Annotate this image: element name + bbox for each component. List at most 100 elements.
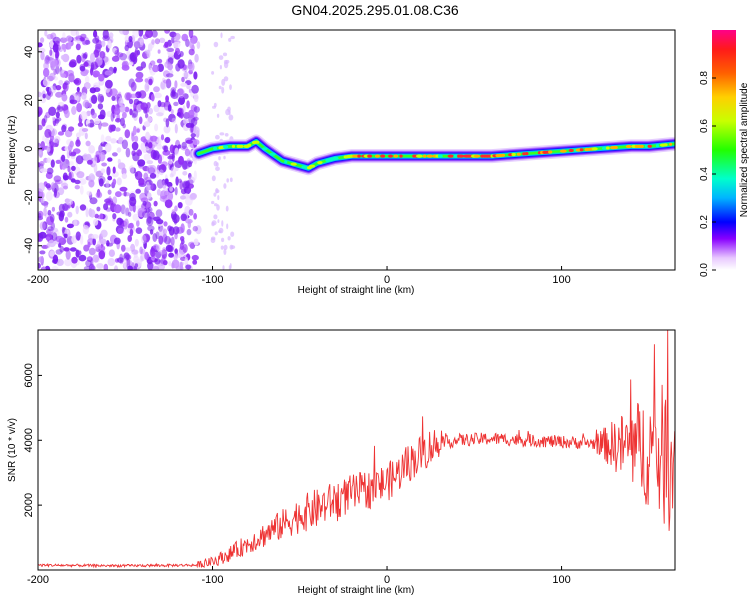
noise-speckle	[46, 167, 54, 175]
noise-speckle	[76, 171, 85, 179]
noise-speckle	[88, 145, 95, 154]
noise-speckle	[106, 166, 111, 176]
noise-speckle	[229, 84, 232, 90]
noise-speckle	[156, 138, 161, 144]
noise-speckle	[226, 178, 229, 183]
noise-speckle	[173, 101, 179, 107]
noise-speckle	[105, 200, 114, 206]
noise-speckle	[153, 200, 158, 207]
noise-speckle	[152, 64, 160, 73]
noise-speckle	[221, 237, 225, 243]
noise-speckle	[168, 261, 172, 267]
noise-speckle	[124, 92, 131, 101]
noise-speckle	[43, 115, 48, 123]
noise-speckle	[225, 59, 230, 64]
noise-speckle	[121, 244, 126, 252]
spectrogram-y-tick-label: 0	[23, 146, 35, 152]
noise-speckle	[105, 180, 110, 188]
noise-speckle	[98, 178, 104, 187]
noise-speckle	[134, 238, 139, 247]
noise-speckle	[193, 213, 198, 220]
noise-speckle	[159, 250, 167, 255]
noise-speckle	[132, 30, 140, 38]
noise-speckle	[129, 93, 138, 99]
noise-speckle	[115, 127, 121, 132]
noise-speckle	[97, 93, 104, 104]
noise-speckle	[64, 80, 70, 85]
noise-speckle	[105, 135, 112, 142]
noise-speckle	[180, 195, 186, 200]
colorbar-tick-label: 0.8	[699, 71, 710, 85]
noise-speckle	[123, 190, 127, 197]
noise-speckle	[174, 205, 178, 212]
noise-speckle	[90, 61, 95, 72]
noise-speckle	[155, 244, 161, 251]
noise-speckle	[49, 39, 54, 49]
noise-speckle	[218, 55, 224, 60]
noise-speckle	[61, 124, 67, 133]
ridge-peak	[308, 164, 316, 168]
noise-speckle	[219, 132, 225, 136]
noise-speckle	[167, 159, 174, 165]
noise-speckle	[129, 167, 137, 174]
noise-speckle	[147, 206, 153, 214]
noise-speckle	[174, 186, 178, 196]
noise-speckle	[48, 106, 57, 117]
noise-speckle	[175, 176, 179, 186]
noise-speckle	[45, 137, 50, 145]
noise-speckle	[68, 150, 72, 157]
noise-speckle	[61, 43, 66, 50]
noise-speckle	[48, 239, 56, 248]
noise-speckle	[96, 263, 104, 269]
noise-speckle	[112, 166, 116, 174]
noise-speckle	[160, 134, 165, 141]
noise-speckle	[54, 187, 57, 198]
noise-speckle	[229, 263, 232, 270]
noise-speckle	[130, 81, 137, 92]
noise-speckle	[38, 124, 43, 131]
noise-speckle	[71, 256, 78, 264]
ridge-peak	[284, 160, 288, 164]
noise-speckle	[81, 128, 89, 132]
noise-speckle	[192, 259, 198, 265]
noise-speckle	[51, 266, 59, 270]
noise-speckle	[164, 178, 168, 186]
noise-speckle	[210, 237, 216, 243]
noise-speckle	[188, 109, 195, 119]
noise-speckle	[74, 179, 81, 185]
noise-speckle	[182, 243, 188, 253]
noise-speckle	[174, 123, 178, 134]
noise-speckle	[38, 256, 44, 263]
noise-speckle	[145, 131, 151, 140]
noise-speckle	[154, 38, 160, 45]
noise-speckle	[193, 93, 199, 103]
noise-speckle	[55, 85, 62, 91]
noise-speckle	[127, 265, 133, 270]
noise-speckle	[107, 258, 116, 266]
noise-speckle	[193, 170, 197, 181]
noise-speckle	[124, 44, 129, 52]
noise-speckle	[138, 30, 144, 37]
noise-speckle	[165, 73, 174, 78]
colorbar-ticks: 0.0 0.2 0.4 0.6 0.8	[699, 71, 716, 277]
noise-speckle	[82, 153, 89, 160]
noise-speckle	[180, 236, 185, 242]
ridge-peak	[568, 148, 574, 153]
noise-speckle	[170, 109, 174, 115]
noise-speckle	[140, 61, 147, 69]
ridge-peak	[290, 162, 297, 166]
noise-speckle	[77, 122, 83, 127]
noise-speckle	[71, 235, 78, 244]
noise-speckle	[71, 106, 77, 115]
colorbar-gradient	[712, 30, 736, 270]
noise-speckle	[63, 247, 70, 252]
noise-speckle	[67, 211, 73, 218]
noise-speckle	[185, 264, 192, 270]
noise-speckle	[226, 223, 229, 230]
ridge-peak	[647, 144, 652, 148]
noise-speckle	[44, 128, 52, 138]
noise-speckle	[174, 80, 178, 89]
noise-speckle	[157, 63, 164, 72]
noise-speckle	[124, 247, 132, 252]
